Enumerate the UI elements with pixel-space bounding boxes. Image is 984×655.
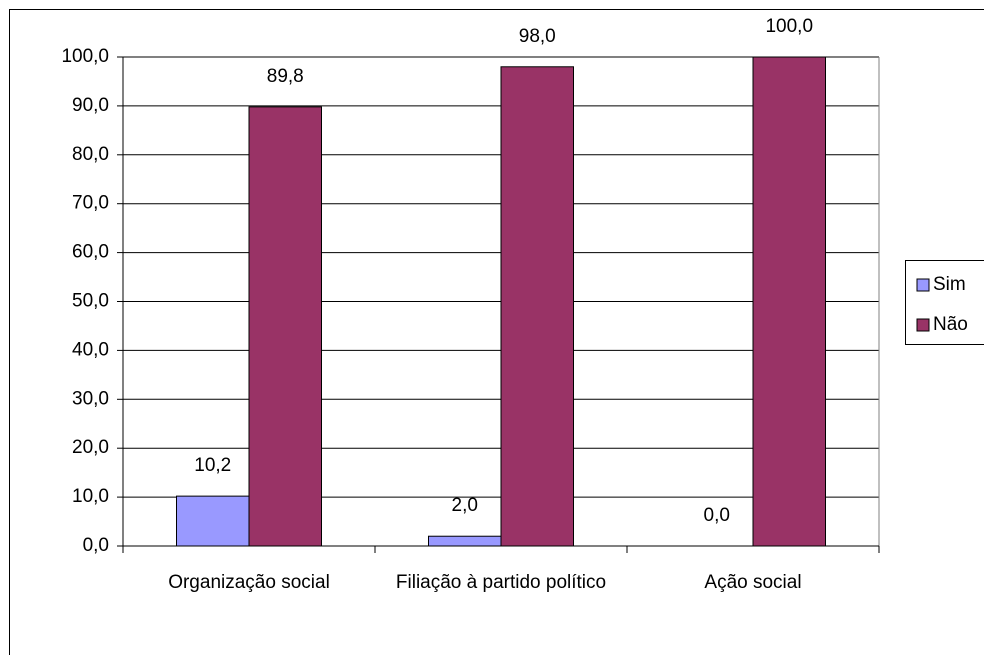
bar — [176, 495, 250, 547]
y-tick-label: 30,0 — [72, 388, 109, 409]
data-label: 89,8 — [267, 66, 304, 87]
y-tick-label: 70,0 — [72, 193, 109, 214]
x-tick-label: Filiação à partido político — [395, 572, 607, 593]
data-label: 0,0 — [704, 505, 730, 526]
y-tick-label: 90,0 — [72, 95, 109, 116]
x-tick-label: Organização social — [168, 572, 330, 593]
x-tick-label: Ação social — [704, 572, 802, 593]
y-tick-label: 100,0 — [61, 46, 109, 67]
y-tick-label: 50,0 — [72, 291, 109, 312]
bar — [248, 106, 322, 547]
y-tick-label: 80,0 — [72, 144, 109, 165]
y-tick-label: 40,0 — [72, 339, 109, 360]
bar — [500, 66, 574, 547]
bar — [428, 535, 502, 547]
legend-label: Sim — [933, 274, 966, 295]
legend-swatch — [916, 318, 930, 332]
y-tick-label: 10,0 — [72, 486, 109, 507]
data-label: 10,2 — [194, 455, 231, 476]
data-label: 98,0 — [519, 26, 556, 47]
legend-swatch — [916, 278, 930, 292]
data-label: 100,0 — [765, 16, 813, 37]
bar — [752, 56, 826, 547]
legend-label: Não — [933, 314, 968, 335]
y-tick-label: 20,0 — [72, 437, 109, 458]
y-tick-label: 0,0 — [83, 535, 109, 556]
y-tick-label: 60,0 — [72, 242, 109, 263]
data-label: 2,0 — [452, 495, 478, 516]
